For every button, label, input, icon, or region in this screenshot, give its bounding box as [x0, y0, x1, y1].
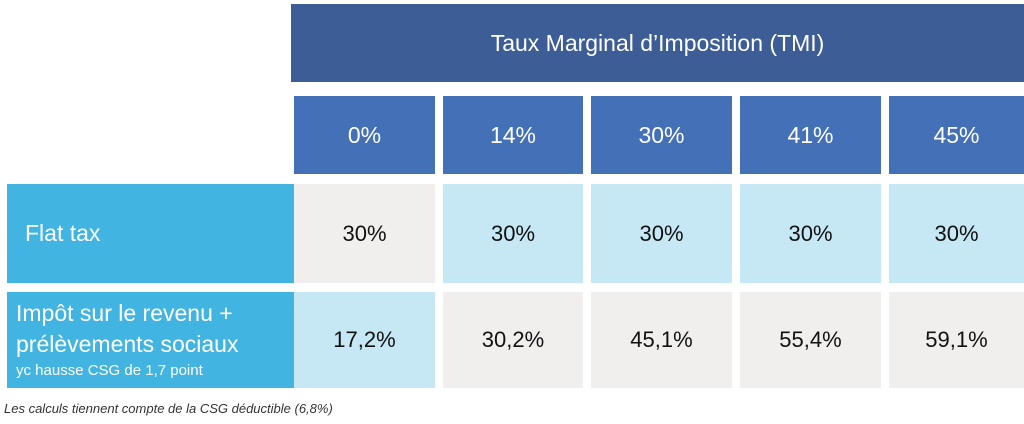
table-cell: 30% [294, 184, 435, 283]
column-header-4: 45% [889, 96, 1024, 174]
row-sublabel: yc hausse CSG de 1,7 point [16, 362, 203, 379]
table-cell: 45,1% [591, 292, 732, 388]
column-header-3: 41% [740, 96, 881, 174]
row-label-line: prélèvements sociaux [16, 331, 239, 357]
tmi-super-header: Taux Marginal d’Imposition (TMI) [291, 4, 1024, 82]
table-cell: 17,2% [294, 292, 435, 388]
table-cell: 30,2% [443, 292, 583, 388]
table-cell: 30% [591, 184, 732, 283]
column-header-2: 30% [591, 96, 732, 174]
table-cell: 30% [740, 184, 881, 283]
column-header-0: 0% [294, 96, 435, 174]
table-cell: 30% [889, 184, 1024, 283]
table-cell: 59,1% [889, 292, 1024, 388]
row-label-line: Impôt sur le revenu + [16, 300, 233, 326]
footnote: Les calculs tiennent compte de la CSG dé… [4, 401, 333, 416]
column-header-1: 14% [443, 96, 583, 174]
table-cell: 30% [443, 184, 583, 283]
table-cell: 55,4% [740, 292, 881, 388]
